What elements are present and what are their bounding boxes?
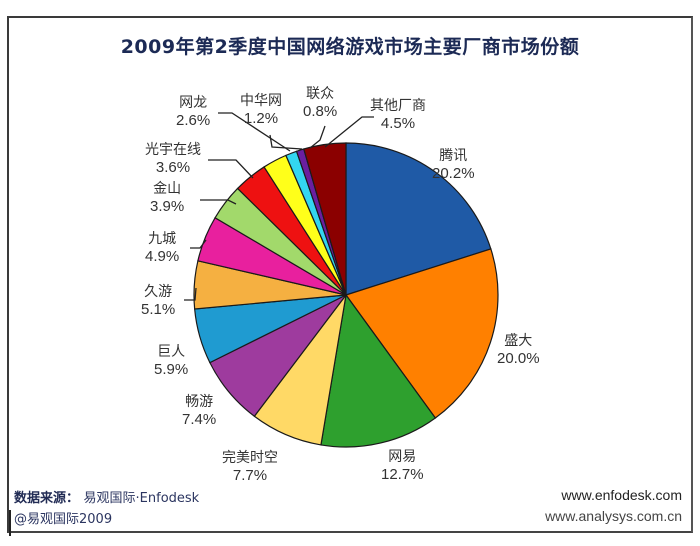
slice-label-juren: 巨人 5.9%	[154, 344, 189, 378]
leader-line-jiuyou	[184, 287, 197, 301]
data-source: 数据来源： 易观国际·Enfodesk	[14, 487, 199, 506]
leader-line-jiucheng	[190, 239, 207, 249]
slice-label-others: 其他厂商 4.5%	[370, 98, 426, 132]
slice-label-shanda: 盛大 20.0%	[497, 333, 540, 367]
copyright: @易观国际2009	[14, 512, 113, 527]
slice-label-zhonghua: 中华网 1.2%	[240, 93, 282, 127]
url-analysys: www.analysys.com.cn	[545, 508, 682, 524]
slice-label-wanglong: 网龙 2.6%	[176, 95, 211, 129]
slice-label-tencent: 腾讯 20.2%	[432, 148, 475, 182]
leader-lines	[184, 112, 374, 301]
slice-label-changyou: 畅游 7.4%	[182, 394, 217, 428]
slice-label-guangyu: 光宇在线 3.6%	[145, 142, 201, 176]
leader-line-guangyu	[208, 159, 254, 179]
slice-label-lianzhong: 联众 0.8%	[303, 86, 338, 120]
text-cursor	[9, 510, 11, 536]
pie-slices	[193, 142, 499, 448]
slice-label-jinshan: 金山 3.9%	[150, 181, 185, 215]
data-source-value: 易观国际·Enfodesk	[83, 491, 200, 506]
leader-line-jinshan	[200, 199, 237, 205]
slice-label-netease: 网易 12.7%	[381, 449, 424, 483]
chart-title: 2009年第2季度中国网络游戏市场主要厂商市场份额	[120, 36, 580, 58]
pie-slice-1	[345, 248, 499, 419]
slice-label-jiucheng: 九城 4.9%	[145, 231, 180, 265]
leader-line-others	[324, 116, 374, 148]
leader-line-zhonghua	[269, 134, 303, 150]
pie-slice-2	[320, 293, 437, 448]
url-enfodesk: www.enfodesk.com	[561, 487, 682, 503]
pie-slice-0	[345, 142, 492, 296]
pie-slice-13	[303, 142, 347, 296]
slice-label-wanmei: 完美时空 7.7%	[222, 450, 278, 484]
slice-label-jiuyou: 久游 5.1%	[141, 284, 176, 318]
leader-line-lianzhong	[309, 125, 326, 149]
data-source-label: 数据来源：	[14, 491, 80, 506]
